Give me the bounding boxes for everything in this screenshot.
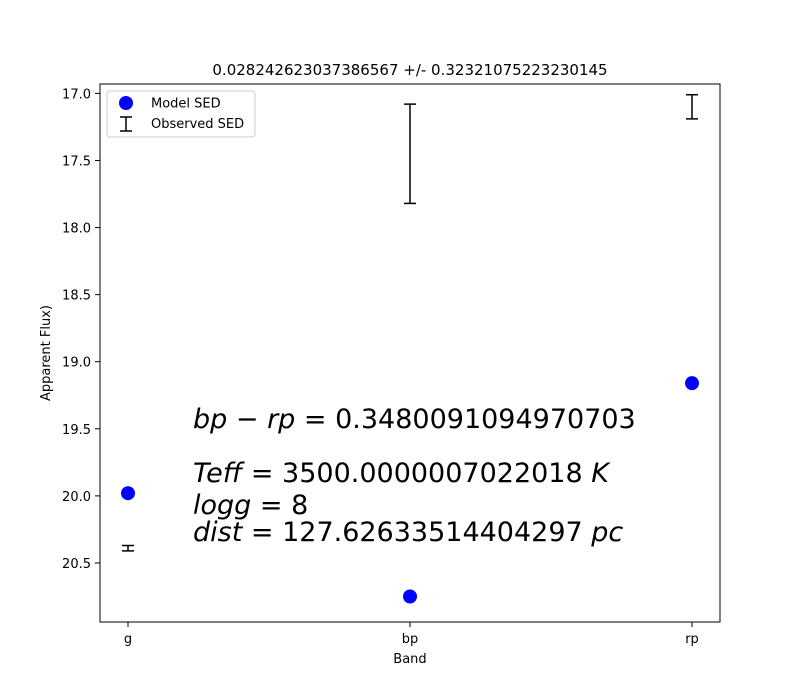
y-axis: 17.0 17.5 18.0 18.5 19.0 19.5 20.0 20.5 (62, 87, 100, 572)
chart-title: 0.028242623037386567 +/- 0.3232107522323… (212, 61, 607, 79)
annotation-teff-part: = 3500.0000007022018 (242, 458, 591, 489)
observed-sed-errorbar-rp (686, 93, 698, 120)
annotation-teff-part: Teff (193, 458, 245, 489)
annotation-dist: dist = 127.62633514404297 pc (193, 517, 623, 548)
legend-box (106, 90, 256, 138)
y-tick-label-2: 18.0 (62, 222, 91, 237)
observed-sed-errorbar-bp (404, 103, 416, 205)
legend-marker-observed-sed (120, 116, 132, 132)
legend: Model SED Observed SED (106, 90, 256, 138)
annotation-dist-part: = 127.62633514404297 (242, 517, 591, 548)
annotation-logg: logg = 8 (193, 490, 308, 521)
observed-sed-errorbar-g (122, 544, 134, 552)
annotation-dist-part: pc (590, 517, 623, 548)
y-axis-label: Apparent Flux) (39, 305, 54, 401)
legend-label-model-sed: Model SED (151, 97, 221, 112)
y-tick-label-1: 17.5 (62, 154, 91, 169)
model-sed-point-g (121, 486, 135, 501)
x-tick-label-bp: bp (402, 632, 419, 647)
y-tick-label-7: 20.5 (62, 557, 91, 572)
annotation-dist-part: dist (193, 517, 244, 548)
model-sed-point-rp (685, 376, 699, 391)
x-axis-label: Band (393, 652, 426, 667)
annotation-color-part: − (227, 404, 267, 435)
y-tick-label-0: 17.0 (62, 87, 91, 102)
y-tick-label-6: 20.0 (62, 490, 91, 505)
model-sed-point-bp (403, 589, 417, 604)
x-axis: g bp rp (124, 622, 699, 647)
plot-marks (121, 93, 699, 604)
annotation-teff: Teff = 3500.0000007022018 K (193, 458, 611, 489)
y-tick-label-4: 19.0 (62, 356, 91, 371)
annotation-logg-part: = 8 (251, 490, 308, 521)
annotation-color: bp − rp = 0.3480091094970703 (193, 404, 636, 435)
annotation-color-part: rp (267, 404, 295, 435)
y-tick-label-5: 19.5 (62, 423, 91, 438)
legend-marker-model-sed (119, 96, 133, 110)
x-tick-label-g: g (124, 632, 132, 647)
y-tick-label-3: 18.5 (62, 289, 91, 304)
x-tick-label-rp: rp (685, 632, 699, 647)
legend-label-observed-sed: Observed SED (151, 117, 244, 132)
annotation-color-part: bp (193, 404, 227, 435)
annotation-logg-part: logg (193, 490, 251, 521)
annotation-color-part: = 0.3480091094970703 (295, 404, 635, 435)
annotation-teff-part: K (591, 458, 611, 489)
annotations: bp − rp = 0.3480091094970703 Teff = 3500.… (193, 404, 636, 548)
